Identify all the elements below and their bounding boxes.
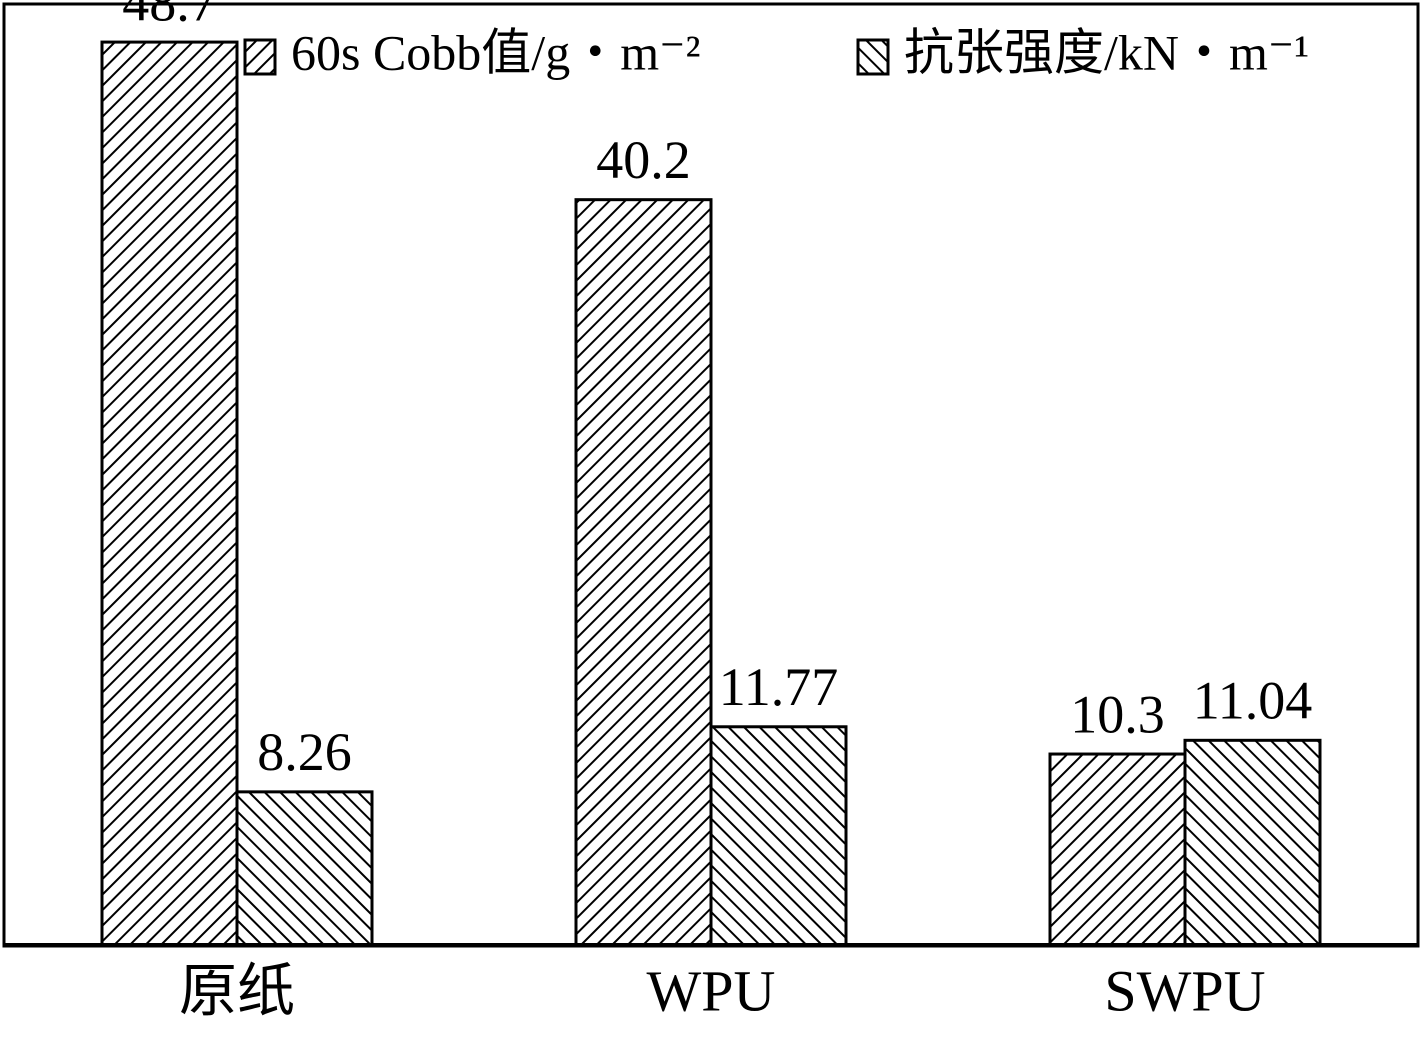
x-tick-label: SWPU [1104, 958, 1265, 1023]
value-label: 8.26 [257, 722, 352, 782]
legend-label: 60s Cobb值/g・m⁻² [291, 24, 700, 80]
bar [709, 725, 848, 947]
x-tick-label: 原纸 [179, 958, 295, 1023]
value-label: 11.04 [1193, 671, 1313, 731]
legend-label: 抗张强度/kN・m⁻¹ [904, 24, 1309, 80]
value-label: 11.77 [719, 657, 839, 717]
bar [1183, 738, 1322, 947]
value-label: 48.7 [122, 0, 217, 32]
bar [574, 198, 713, 947]
bar [235, 790, 374, 947]
legend-swatch [243, 38, 277, 76]
bar [100, 40, 239, 947]
value-label: 10.3 [1070, 684, 1165, 744]
x-tick-label: WPU [647, 958, 776, 1023]
value-label: 40.2 [596, 130, 691, 190]
legend-swatch [856, 38, 890, 76]
bar [1048, 752, 1187, 947]
